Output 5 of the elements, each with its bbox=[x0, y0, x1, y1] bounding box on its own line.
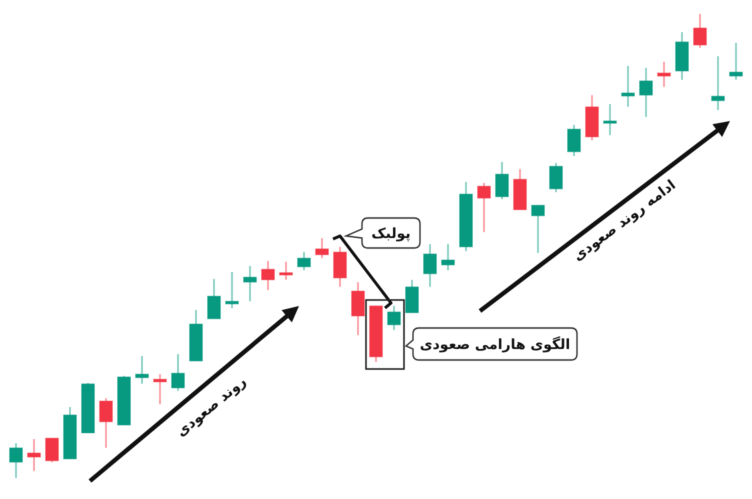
annotation: الگوی هارامی صعودی bbox=[420, 336, 570, 353]
annotation: روند صعودی bbox=[173, 374, 250, 440]
candlestick bbox=[45, 437, 59, 464]
annotation: پولبک bbox=[371, 226, 411, 242]
annotation: ادامه روند صعودی bbox=[570, 177, 679, 265]
